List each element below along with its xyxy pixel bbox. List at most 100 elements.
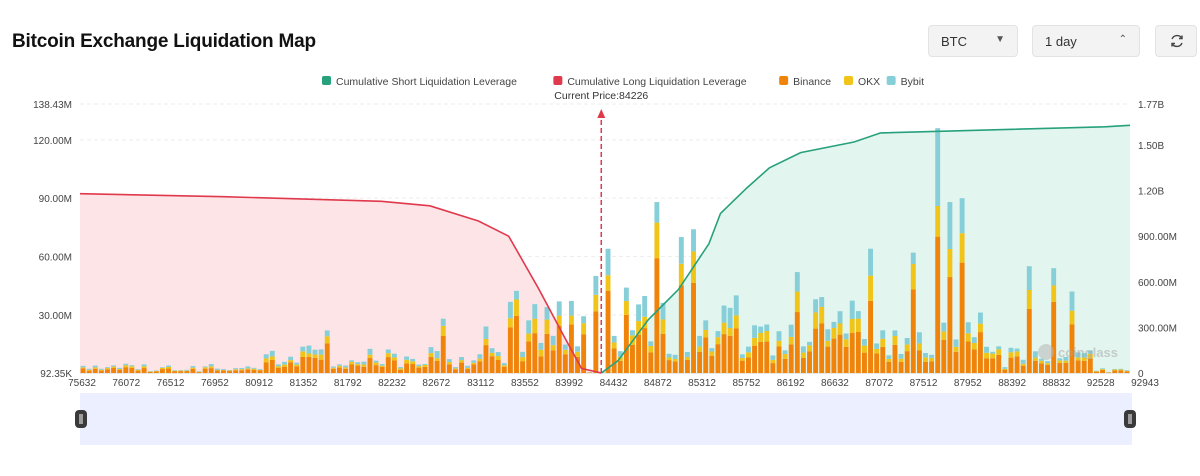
bar-binance <box>214 370 220 373</box>
bar-okx <box>660 319 666 334</box>
legend-swatch <box>779 76 789 85</box>
bar-bybit <box>752 325 758 338</box>
bar-bybit <box>672 354 678 359</box>
y-right-tick-label: 300.00M <box>1138 323 1177 334</box>
bar-bybit <box>959 198 965 234</box>
x-tick-label: 86632 <box>821 378 849 389</box>
legend-swatch <box>844 76 853 85</box>
short-cumulative-line <box>600 124 1131 374</box>
bar-okx <box>562 349 568 355</box>
bar-bybit <box>941 322 947 332</box>
bar-bybit <box>910 252 916 265</box>
y-right-tick-label: 1.20B <box>1138 187 1164 198</box>
bar-okx <box>837 323 843 335</box>
bar-okx <box>984 352 989 359</box>
x-tick-label: 75632 <box>68 378 96 389</box>
bar-binance <box>819 323 825 373</box>
refresh-button[interactable] <box>1155 25 1197 57</box>
bar-bybit <box>1100 368 1105 370</box>
bar-binance <box>1081 360 1087 373</box>
bar-binance <box>648 352 654 373</box>
bar-okx <box>501 365 507 367</box>
bar-bybit <box>514 290 519 300</box>
bar-okx <box>971 343 977 350</box>
bar-bybit <box>1087 350 1093 354</box>
bar-binance <box>263 362 269 373</box>
bar-bybit <box>794 272 800 292</box>
bar-bybit <box>294 362 300 365</box>
caret-down-icon: ▼ <box>995 34 1005 45</box>
bar-bybit <box>257 369 263 370</box>
bar-okx <box>904 344 910 352</box>
bar-bybit <box>440 318 446 326</box>
refresh-icon <box>1171 34 1183 48</box>
bar-bybit <box>1118 368 1124 370</box>
bar-binance <box>288 362 294 373</box>
bar-bybit <box>630 330 635 336</box>
bar-okx <box>1014 351 1020 357</box>
short-area-fill <box>601 125 1130 373</box>
bar-binance <box>385 357 391 373</box>
bar-okx <box>990 353 996 359</box>
coin-select-value: BTC <box>941 34 967 49</box>
bar-bybit <box>111 365 117 367</box>
bar-binance <box>959 262 965 373</box>
bar-binance <box>489 356 495 373</box>
long-area-fill <box>80 193 602 373</box>
bar-binance <box>343 368 349 373</box>
bar-bybit <box>428 347 434 354</box>
bar-okx <box>825 340 831 347</box>
bar-binance <box>166 368 171 373</box>
bar-binance <box>1118 370 1124 373</box>
bar-bybit <box>239 368 245 370</box>
bar-okx <box>227 370 233 372</box>
bar-binance <box>80 368 86 373</box>
bar-binance <box>1002 369 1008 373</box>
bar-binance <box>92 368 98 373</box>
bar-okx <box>929 357 935 362</box>
bar-bybit <box>489 348 495 353</box>
bar-okx <box>233 369 239 371</box>
bar-bybit <box>80 365 86 368</box>
bar-bybit <box>123 363 129 366</box>
bar-bybit <box>880 330 886 339</box>
bar-bybit <box>98 368 104 370</box>
bar-okx <box>495 356 501 361</box>
bar-binance <box>324 343 330 373</box>
bar-binance <box>990 358 996 373</box>
legend-item: Cumulative Long Liquidation Leverage <box>553 76 747 88</box>
bar-okx <box>477 358 483 362</box>
bar-bybit <box>550 335 556 346</box>
bar-binance <box>868 300 874 373</box>
bar-okx <box>398 368 403 370</box>
bar-okx <box>428 353 434 358</box>
bar-bybit <box>190 366 196 368</box>
bar-bybit <box>459 357 464 361</box>
zoom-handle-left[interactable] <box>75 410 87 428</box>
x-tick-label: 87072 <box>865 378 893 389</box>
bar-binance <box>190 368 196 373</box>
legend-swatch <box>322 76 331 85</box>
bar-okx <box>1100 369 1105 370</box>
bar-bybit <box>861 339 867 346</box>
page-title: Bitcoin Exchange Liquidation Map <box>12 31 316 52</box>
bar-binance <box>178 371 184 373</box>
bar-okx <box>764 331 770 342</box>
coin-select[interactable]: BTC ▼ <box>928 25 1018 57</box>
bar-bybit <box>721 305 727 323</box>
bar-okx <box>654 222 660 259</box>
legend-label: Binance <box>793 76 831 88</box>
bar-okx <box>159 367 165 370</box>
bar-okx <box>898 358 904 362</box>
bar-okx <box>410 361 416 365</box>
bar-okx <box>538 349 544 357</box>
zoom-handle-right[interactable] <box>1124 410 1136 428</box>
bar-bybit <box>947 202 953 250</box>
bar-okx <box>385 353 391 358</box>
bar-binance <box>306 356 312 373</box>
time-range-select[interactable]: 1 day ⌃ <box>1032 25 1140 57</box>
bar-bybit <box>916 332 922 344</box>
bar-bybit <box>800 346 806 353</box>
bar-binance <box>764 341 770 373</box>
bar-binance <box>611 348 617 373</box>
